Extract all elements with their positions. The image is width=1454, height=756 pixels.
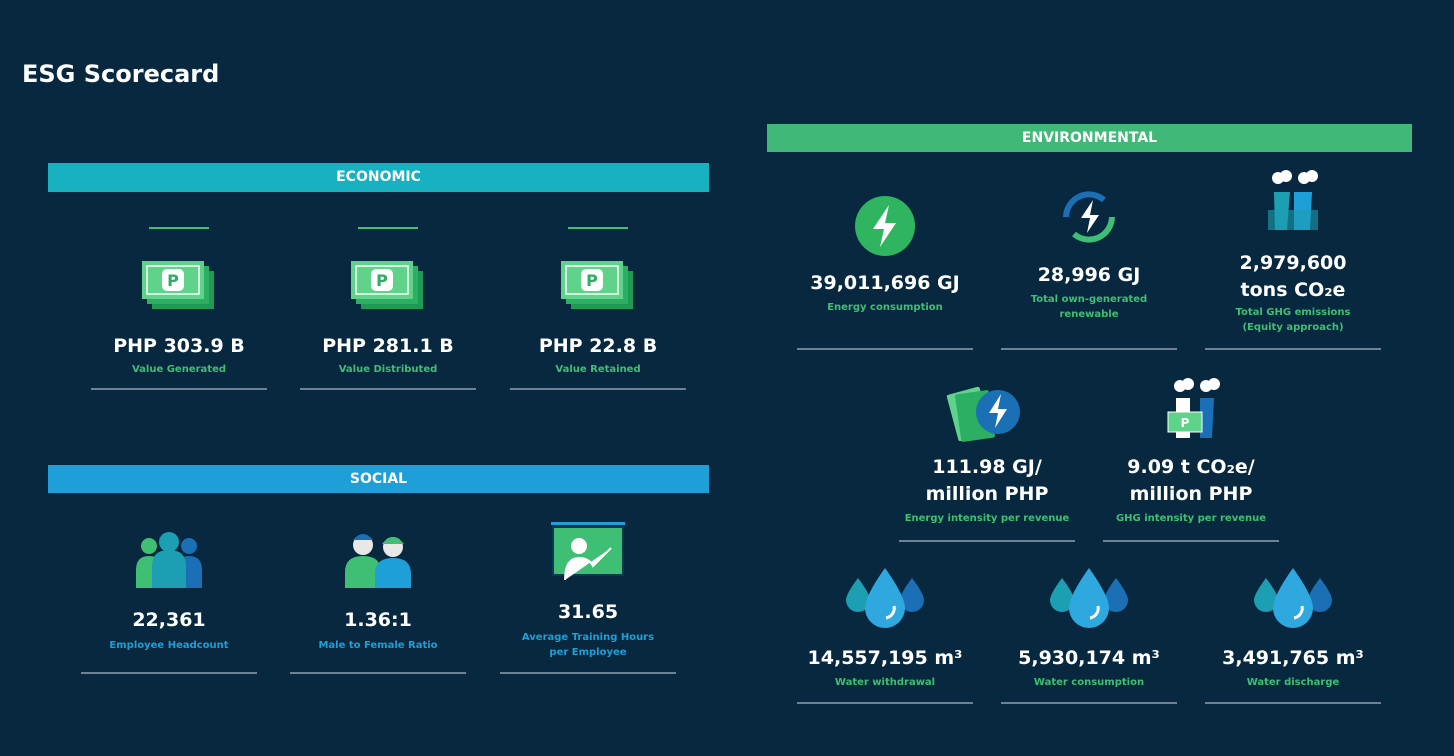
- metric-value: 1.36:1: [344, 609, 412, 631]
- accent-line: [358, 227, 418, 229]
- metric-label: Average Training Hours per Employee: [521, 632, 655, 658]
- accent-line: [568, 227, 628, 229]
- icon: [1248, 568, 1338, 630]
- accent-line: [149, 227, 209, 229]
- svg-text:P: P: [586, 271, 598, 290]
- icon: [124, 530, 214, 592]
- divider: [300, 388, 476, 390]
- divider: [1205, 702, 1381, 704]
- metric-value: 3,491,765 m³: [1222, 647, 1364, 669]
- metric-label: Value Retained: [555, 364, 641, 375]
- divider: [797, 348, 973, 350]
- icon: [840, 568, 930, 630]
- metric-label: GHG intensity per revenue: [1115, 513, 1267, 524]
- icon: P: [1146, 378, 1236, 440]
- metric-value: PHP 303.9 B: [113, 335, 245, 357]
- divider: [510, 388, 686, 390]
- metric-label: Water discharge: [1246, 677, 1340, 688]
- divider: [81, 672, 257, 674]
- metric-label: Energy intensity per revenue: [904, 513, 1070, 524]
- metric-label: Total GHG emissions (Equity approach): [1235, 307, 1351, 333]
- metric-value: PHP 281.1 B: [322, 335, 454, 357]
- divider: [797, 702, 973, 704]
- section-header: ECONOMIC: [48, 163, 709, 192]
- icon: P: [134, 255, 224, 317]
- metric-value: 28,996 GJ: [1037, 264, 1141, 286]
- metric-label: Male to Female Ratio: [318, 640, 438, 651]
- metric-value: PHP 22.8 B: [538, 335, 658, 357]
- metric-value: 14,557,195 m³: [807, 647, 963, 669]
- icon: [1044, 568, 1134, 630]
- metric-label: Energy consumption: [827, 302, 943, 313]
- metric-label: Value Distributed: [338, 364, 438, 375]
- metric-value: 22,361: [132, 609, 206, 631]
- metric-label: Employee Headcount: [109, 640, 229, 651]
- metric-value: 111.98 GJ/ million PHP: [925, 456, 1049, 505]
- metric-label: Value Generated: [131, 364, 227, 375]
- divider: [290, 672, 466, 674]
- section-header: ENVIRONMENTAL: [767, 124, 1412, 152]
- divider: [91, 388, 267, 390]
- icon: [840, 195, 930, 257]
- page-title: ESG Scorecard: [22, 60, 220, 88]
- icon: P: [553, 255, 643, 317]
- metric-value: 5,930,174 m³: [1018, 647, 1160, 669]
- metric-value: 9.09 t CO₂e/ million PHP: [1127, 456, 1255, 505]
- section-header: SOCIAL: [48, 465, 709, 493]
- metric-value: 31.65: [557, 601, 619, 623]
- divider: [500, 672, 676, 674]
- divider: [1001, 348, 1177, 350]
- metric-value: 2,979,600 tons CO₂e: [1239, 252, 1347, 301]
- icon: [543, 522, 633, 584]
- icon: P: [343, 255, 433, 317]
- icon: [942, 382, 1032, 444]
- svg-text:P: P: [1181, 416, 1190, 430]
- icon: [1044, 186, 1134, 248]
- metric-label: Water consumption: [1033, 677, 1145, 688]
- svg-text:P: P: [376, 271, 388, 290]
- metric-label: Water withdrawal: [834, 677, 936, 688]
- metric-value: 39,011,696 GJ: [810, 272, 960, 294]
- divider: [1103, 540, 1279, 542]
- metric-label: Total own-generated renewable: [1030, 294, 1148, 320]
- divider: [899, 540, 1075, 542]
- icon: [1248, 170, 1338, 232]
- divider: [1205, 348, 1381, 350]
- divider: [1001, 702, 1177, 704]
- svg-text:P: P: [167, 271, 179, 290]
- icon: [333, 530, 423, 592]
